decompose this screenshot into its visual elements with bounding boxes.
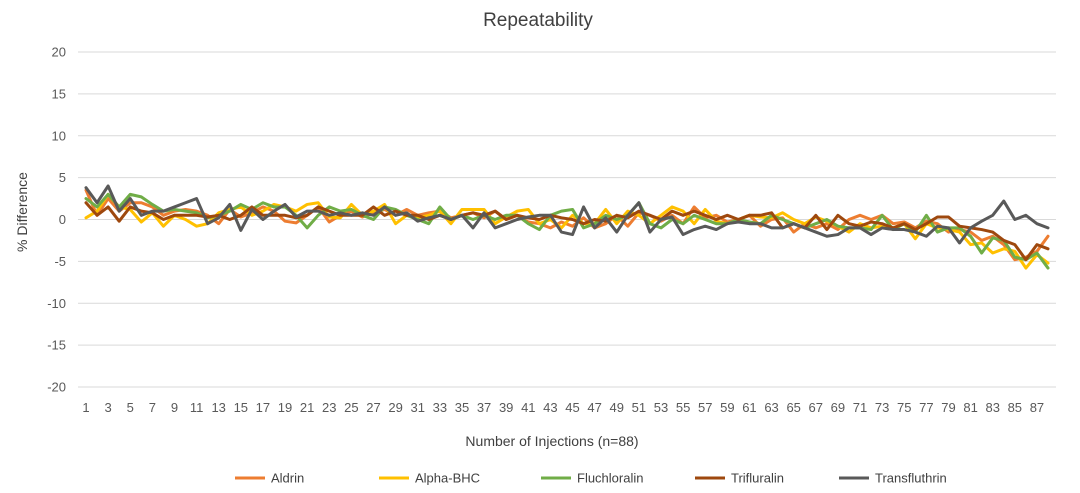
x-tick-label: 9 bbox=[171, 400, 178, 415]
legend-label-transfluthrin: Transfluthrin bbox=[875, 471, 947, 486]
y-tick-label: -15 bbox=[47, 338, 66, 353]
x-tick-label: 37 bbox=[477, 400, 491, 415]
x-tick-label: 33 bbox=[433, 400, 447, 415]
x-tick-label: 25 bbox=[344, 400, 358, 415]
x-tick-label: 11 bbox=[190, 400, 204, 415]
x-tick-label: 19 bbox=[278, 400, 292, 415]
x-tick-label: 13 bbox=[211, 400, 225, 415]
x-tick-label: 23 bbox=[322, 400, 336, 415]
legend-label-fluchloralin: Fluchloralin bbox=[577, 471, 643, 486]
y-tick-label: 10 bbox=[52, 128, 66, 143]
x-tick-label: 15 bbox=[234, 400, 248, 415]
series-line-aldrin bbox=[84, 188, 1050, 262]
x-tick-label: 51 bbox=[632, 400, 646, 415]
legend-label-aldrin: Aldrin bbox=[271, 471, 304, 486]
x-tick-label: 39 bbox=[499, 400, 513, 415]
x-tick-label: 41 bbox=[521, 400, 535, 415]
x-tick-label: 63 bbox=[764, 400, 778, 415]
y-tick-label: -5 bbox=[54, 254, 66, 269]
x-tick-label: 49 bbox=[610, 400, 624, 415]
x-tick-label: 27 bbox=[366, 400, 380, 415]
x-tick-label: 1 bbox=[82, 400, 89, 415]
x-tick-label: 61 bbox=[742, 400, 756, 415]
legend-label-trifluralin: Trifluralin bbox=[731, 471, 784, 486]
legend: Aldrin Alpha-BHC Fluchloralin Trifluralin Tr… bbox=[235, 471, 947, 486]
x-tick-label: 81 bbox=[963, 400, 977, 415]
x-tick-label: 5 bbox=[127, 400, 134, 415]
y-tick-label: -20 bbox=[47, 380, 66, 395]
x-tick-label: 57 bbox=[698, 400, 712, 415]
series-line-fluchloralin bbox=[84, 192, 1050, 270]
x-tick-label: 71 bbox=[853, 400, 867, 415]
x-axis-title: Number of Injections (n=88) bbox=[465, 433, 638, 449]
x-tick-label: 55 bbox=[676, 400, 690, 415]
x-axis-ticks: 1 3 5 7 9 11 13 15 17 19 21 23 25 27 29 31 33 35 37 39 41 43 4… bbox=[82, 400, 1044, 415]
y-tick-label: -10 bbox=[47, 296, 66, 311]
x-tick-label: 87 bbox=[1030, 400, 1044, 415]
x-tick-label: 43 bbox=[543, 400, 557, 415]
series-lines bbox=[84, 184, 1050, 270]
x-tick-label: 59 bbox=[720, 400, 734, 415]
y-axis-title: % Difference bbox=[14, 172, 30, 252]
x-tick-label: 79 bbox=[941, 400, 955, 415]
x-tick-label: 53 bbox=[654, 400, 668, 415]
x-tick-label: 21 bbox=[300, 400, 314, 415]
x-tick-label: 67 bbox=[809, 400, 823, 415]
x-tick-label: 7 bbox=[149, 400, 156, 415]
y-axis-ticks: 20 15 10 5 0 -5 -10 -15 -20 bbox=[47, 45, 66, 395]
x-tick-label: 77 bbox=[919, 400, 933, 415]
x-tick-label: 75 bbox=[897, 400, 911, 415]
y-tick-label: 15 bbox=[52, 86, 66, 101]
x-tick-label: 73 bbox=[875, 400, 889, 415]
x-tick-label: 47 bbox=[587, 400, 601, 415]
x-tick-label: 31 bbox=[410, 400, 424, 415]
x-tick-label: 45 bbox=[565, 400, 579, 415]
x-tick-label: 83 bbox=[985, 400, 999, 415]
series-line-transfluthrin bbox=[84, 184, 1050, 245]
x-tick-label: 35 bbox=[455, 400, 469, 415]
x-tick-label: 17 bbox=[256, 400, 270, 415]
y-tick-label: 20 bbox=[52, 45, 66, 60]
series-line-trifluralin bbox=[84, 201, 1050, 262]
y-tick-label: 0 bbox=[59, 212, 66, 227]
x-tick-label: 85 bbox=[1008, 400, 1022, 415]
x-tick-label: 69 bbox=[831, 400, 845, 415]
x-tick-label: 29 bbox=[388, 400, 402, 415]
x-tick-label: 3 bbox=[104, 400, 111, 415]
legend-label-alpha-bhc: Alpha-BHC bbox=[415, 471, 480, 486]
chart-title: Repeatability bbox=[483, 10, 593, 31]
x-tick-label: 65 bbox=[786, 400, 800, 415]
y-tick-label: 5 bbox=[59, 170, 66, 185]
